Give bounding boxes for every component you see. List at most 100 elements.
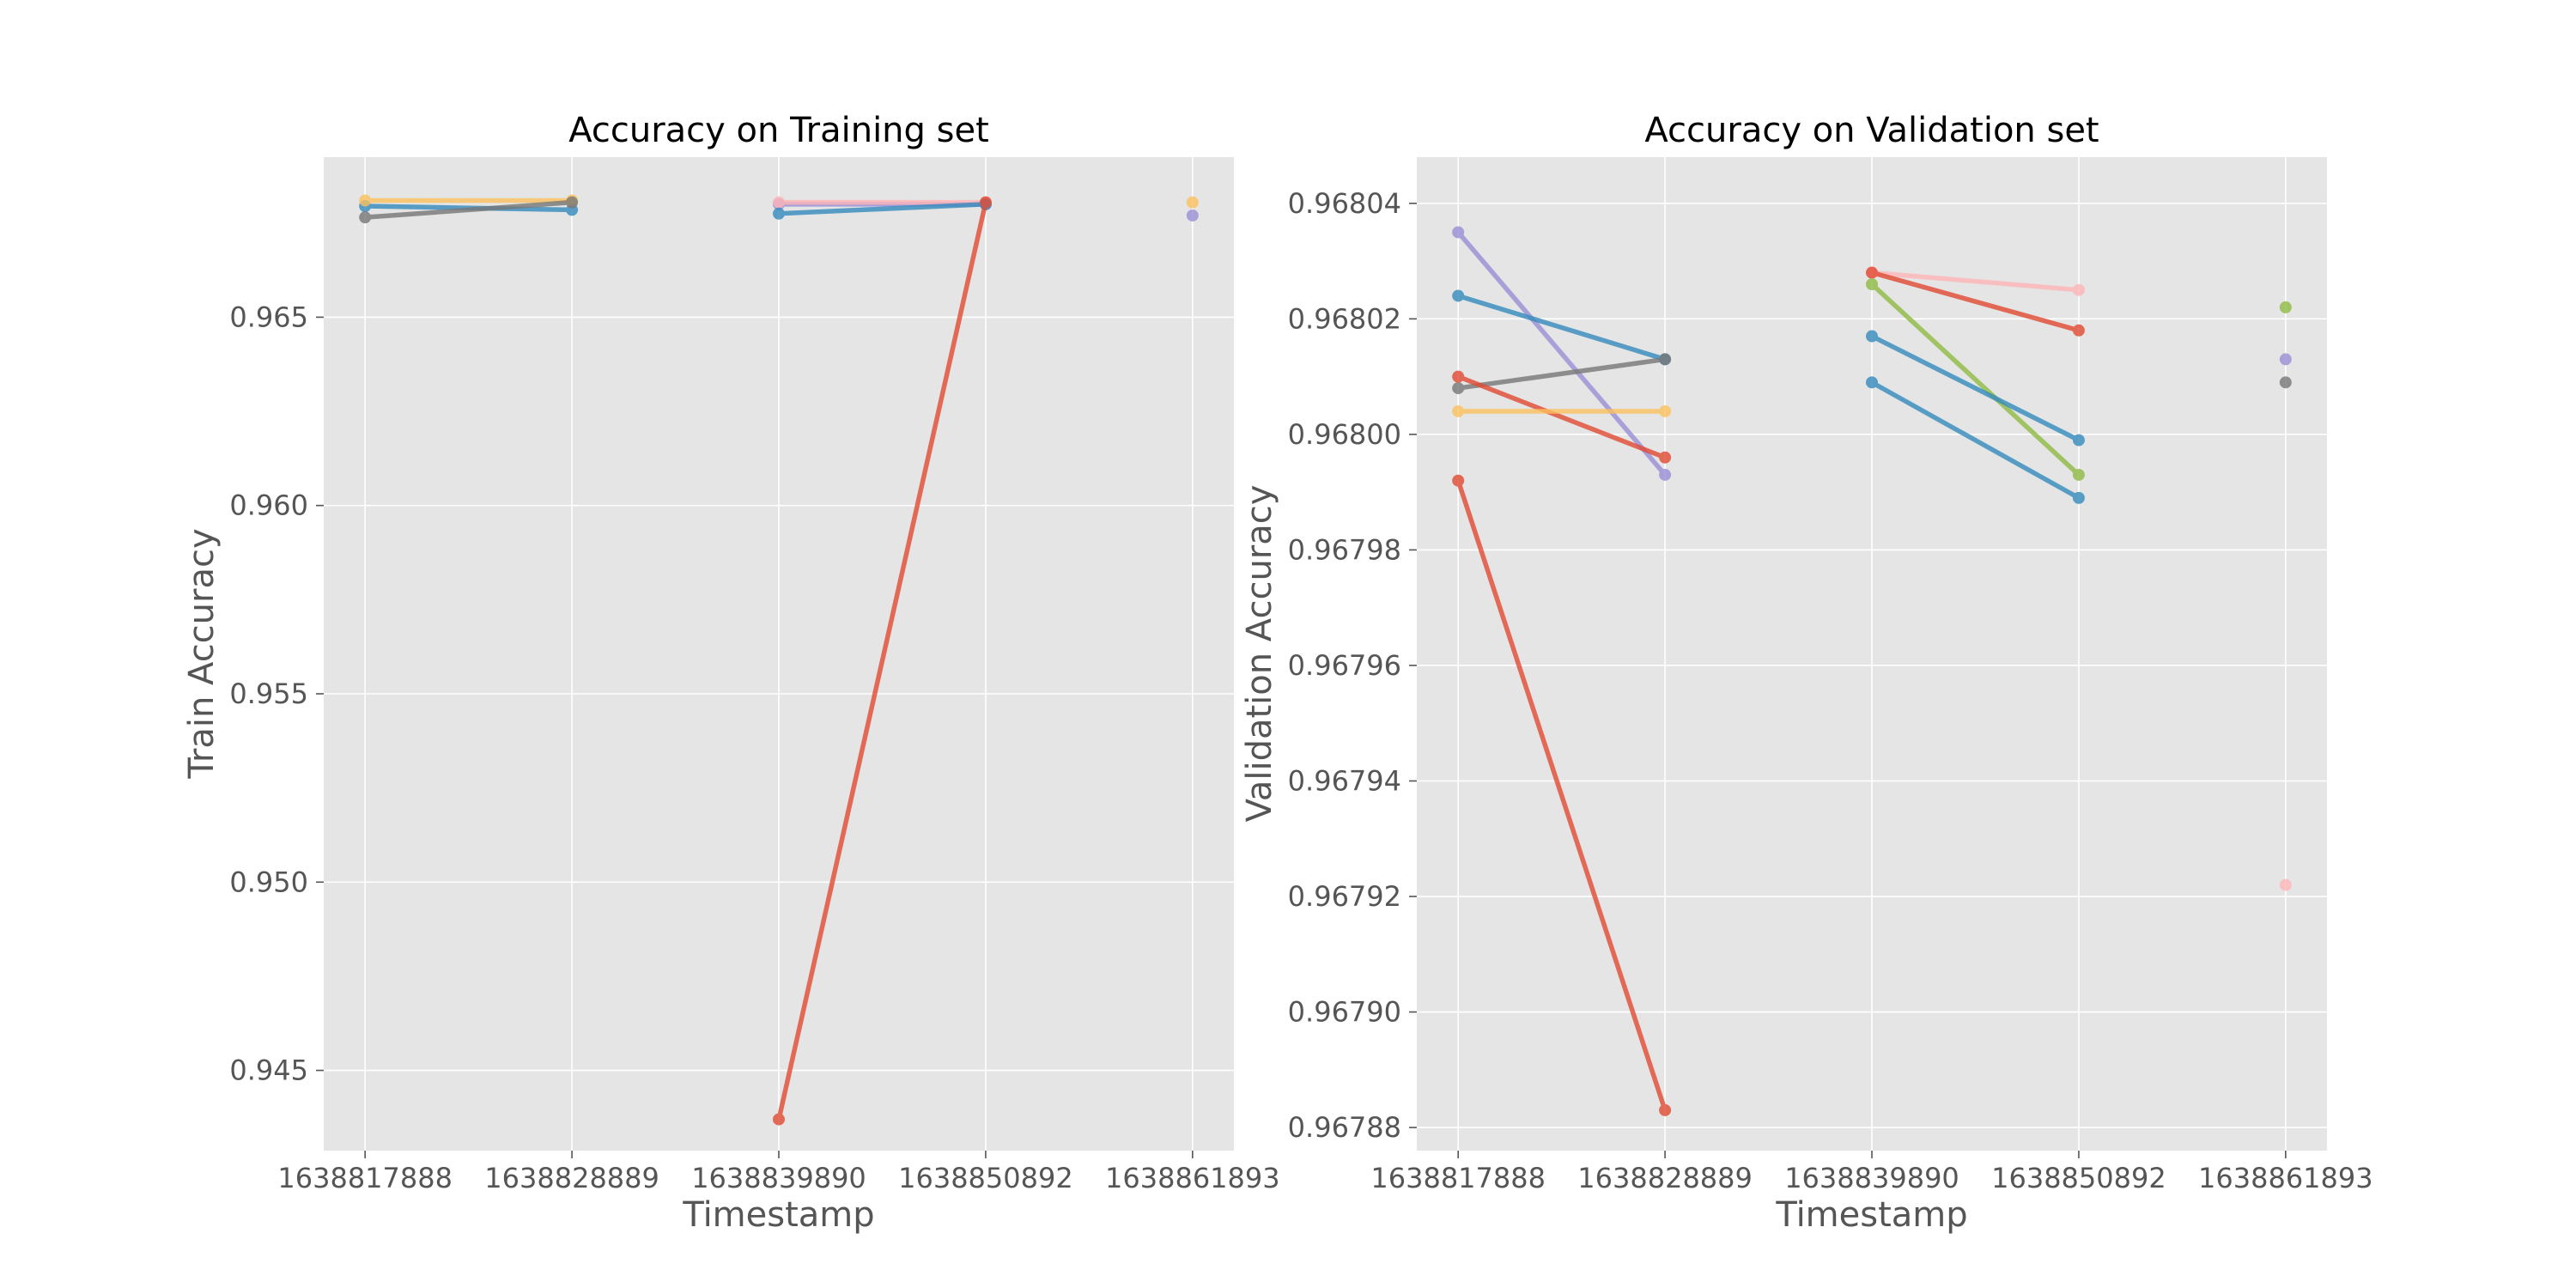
- train-data-point: [1186, 196, 1199, 209]
- validation-y-tick-label: 0.96796: [1288, 649, 1401, 682]
- train-x-tick-label: 1638828889: [484, 1162, 659, 1194]
- validation-x-tick-label: 1638861893: [2198, 1162, 2373, 1194]
- train-y-axis-label: Train Accuracy: [182, 528, 222, 779]
- train-series-8: [1186, 196, 1199, 209]
- train-series-9: [1186, 209, 1199, 222]
- validation-data-point: [1659, 468, 1672, 481]
- train-x-axis-label: Timestamp: [682, 1195, 874, 1235]
- validation-series-12: [2279, 301, 2292, 313]
- validation-series-line: [1869, 270, 2081, 333]
- validation-y-tick-label: 0.96802: [1288, 302, 1401, 335]
- train-y-tick-label: 0.950: [229, 866, 308, 898]
- validation-y-tick-label: 0.96798: [1288, 533, 1401, 566]
- validation-series-line: [1455, 356, 1668, 391]
- train-y-ticks: 0.945 0.950 0.955 0.960 0.965: [229, 301, 324, 1087]
- validation-y-tick-label: 0.96800: [1288, 418, 1401, 451]
- validation-data-point: [1452, 289, 1465, 302]
- validation-data-point: [1452, 474, 1465, 487]
- validation-data-point: [1659, 353, 1672, 366]
- train-data-point: [772, 1113, 785, 1126]
- validation-x-ticks: 1638817888 1638828889 1638839890 1638850892…: [1370, 1151, 2373, 1194]
- train-series-line: [776, 199, 988, 1122]
- validation-series-3: [1452, 353, 1672, 395]
- validation-data-point: [2072, 468, 2085, 481]
- validation-data-point: [2072, 324, 2085, 337]
- validation-y-tick-label: 0.96792: [1288, 880, 1401, 913]
- validation-series-5: [1452, 404, 1672, 417]
- validation-data-point: [1452, 370, 1465, 383]
- validation-data-point: [1452, 404, 1465, 417]
- train-y-tick-label: 0.960: [229, 489, 308, 522]
- train-series-line: [776, 202, 988, 216]
- validation-series-1: [1452, 226, 1672, 481]
- validation-series-line: [1455, 477, 1668, 1113]
- train-data-point: [359, 211, 372, 224]
- validation-y-tick-label: 0.96804: [1288, 187, 1401, 220]
- validation-data-point: [2072, 434, 2085, 447]
- validation-series-6: [1452, 474, 1672, 1116]
- train-data-point: [1186, 209, 1199, 222]
- validation-x-tick-label: 1638850892: [1991, 1162, 2166, 1194]
- validation-y-tick-label: 0.96788: [1288, 1111, 1401, 1144]
- validation-data-point: [2279, 376, 2292, 389]
- validation-grid: [1417, 157, 2327, 1151]
- validation-chart: 1638817888 1638828889 1638839890 1638850892…: [1240, 111, 2373, 1235]
- validation-series-line: [1869, 333, 2081, 443]
- validation-data-point: [1452, 382, 1465, 395]
- validation-series-line: [1869, 270, 2081, 293]
- validation-chart-title: Accuracy on Validation set: [1644, 111, 2099, 150]
- train-series-3: [359, 196, 579, 224]
- validation-data-point: [1865, 277, 1878, 290]
- train-x-ticks: 1638817888 1638828889 1638839890 1638850892…: [277, 1151, 1280, 1194]
- validation-series-line: [1455, 293, 1668, 362]
- validation-series-line: [1455, 229, 1668, 477]
- validation-data-point: [2279, 353, 2292, 366]
- validation-x-tick-label: 1638839890: [1784, 1162, 1959, 1194]
- validation-marks: [1452, 226, 2292, 1116]
- validation-data-point: [2072, 283, 2085, 296]
- validation-data-point: [1659, 1103, 1672, 1116]
- validation-series-line: [1869, 380, 2081, 501]
- train-x-tick-label: 1638861893: [1105, 1162, 1280, 1194]
- validation-x-tick-label: 1638828889: [1577, 1162, 1753, 1194]
- train-data-point: [359, 194, 372, 207]
- validation-data-point: [2279, 301, 2292, 313]
- validation-series-line: [1869, 282, 2081, 477]
- train-x-tick-label: 1638839890: [691, 1162, 866, 1194]
- train-y-tick-label: 0.945: [229, 1054, 308, 1087]
- validation-series-11: [1865, 376, 2085, 504]
- train-chart-title: Accuracy on Training set: [568, 111, 989, 150]
- validation-series-9: [1865, 277, 2085, 481]
- validation-data-point: [1865, 266, 1878, 279]
- train-data-point: [566, 196, 579, 209]
- validation-x-axis-label: Timestamp: [1775, 1195, 1967, 1235]
- validation-y-axis-label: Validation Accuracy: [1240, 485, 1279, 823]
- validation-x-tick-label: 1638817888: [1370, 1162, 1546, 1194]
- train-series-7: [772, 196, 992, 1126]
- train-y-tick-label: 0.955: [229, 677, 308, 710]
- validation-data-point: [1865, 330, 1878, 343]
- validation-series-10: [1865, 330, 2085, 447]
- train-x-tick-label: 1638817888: [277, 1162, 453, 1194]
- train-chart: 1638817888 1638828889 1638839890 1638850892…: [182, 111, 1280, 1235]
- train-data-point: [979, 196, 992, 209]
- validation-y-tick-label: 0.96790: [1288, 996, 1401, 1029]
- validation-series-line: [1455, 374, 1668, 460]
- validation-data-point: [1452, 226, 1465, 239]
- train-series-line: [362, 199, 574, 220]
- validation-data-point: [2072, 491, 2085, 504]
- train-x-tick-label: 1638850892: [898, 1162, 1073, 1194]
- validation-series-8: [1865, 266, 2085, 337]
- validation-data-point: [1865, 376, 1878, 389]
- validation-series-4: [1452, 370, 1672, 464]
- validation-data-point: [2279, 878, 2292, 891]
- validation-series-13: [2279, 353, 2292, 366]
- validation-series-15: [2279, 878, 2292, 891]
- train-y-tick-label: 0.965: [229, 301, 308, 333]
- validation-y-ticks: 0.96788 0.96790 0.96792 0.96794 0.96796 0.967…: [1288, 187, 1417, 1144]
- validation-y-tick-label: 0.96794: [1288, 764, 1401, 797]
- validation-data-point: [1659, 404, 1672, 417]
- train-grid: [324, 157, 1234, 1151]
- validation-series-14: [2279, 376, 2292, 389]
